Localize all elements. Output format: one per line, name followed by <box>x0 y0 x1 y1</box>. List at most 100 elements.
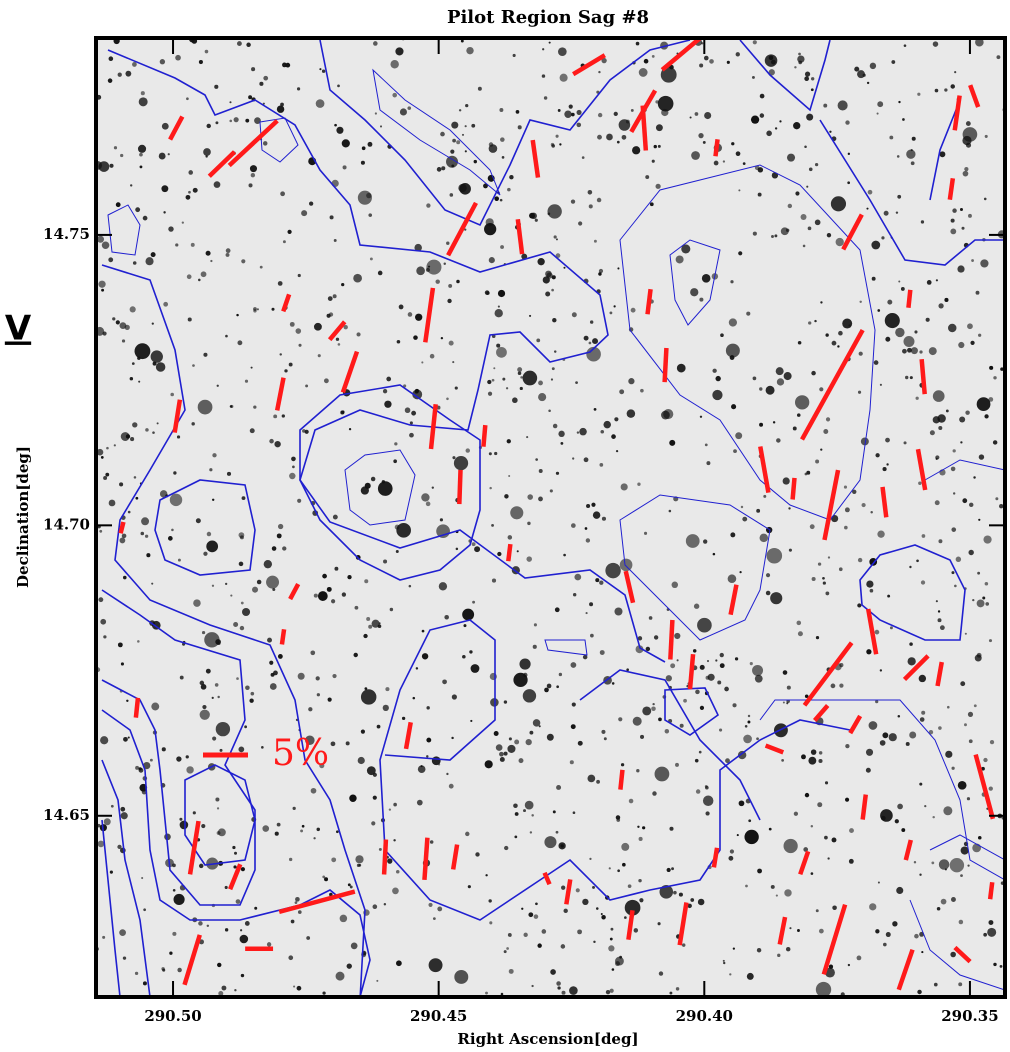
star <box>972 843 982 853</box>
star <box>638 836 643 841</box>
star <box>541 929 547 934</box>
star <box>596 197 602 203</box>
star <box>185 755 189 759</box>
polarization-vector <box>758 446 771 494</box>
polarization-vector <box>288 582 301 601</box>
star <box>988 397 994 402</box>
star <box>100 456 104 459</box>
star <box>637 636 643 641</box>
star <box>517 125 522 130</box>
star <box>966 797 971 801</box>
star <box>110 804 114 808</box>
star <box>788 507 791 510</box>
star <box>329 892 333 897</box>
star <box>906 149 916 159</box>
star <box>797 631 803 637</box>
star <box>404 407 411 414</box>
star <box>150 252 156 258</box>
star <box>695 789 701 794</box>
star <box>592 338 599 345</box>
star <box>577 740 583 746</box>
star <box>689 116 692 119</box>
star <box>559 143 562 146</box>
star <box>957 780 967 790</box>
star <box>109 163 114 168</box>
star <box>830 683 836 689</box>
star <box>630 108 634 112</box>
star <box>683 698 687 703</box>
star <box>333 239 337 242</box>
star <box>521 907 524 910</box>
star <box>571 523 576 528</box>
star <box>327 296 333 301</box>
star <box>250 173 256 178</box>
star <box>847 181 851 185</box>
star <box>871 240 881 250</box>
star <box>176 435 181 439</box>
star <box>919 350 923 354</box>
star <box>593 239 597 243</box>
star <box>898 100 901 104</box>
star <box>350 942 358 950</box>
star <box>576 109 582 115</box>
star <box>796 413 801 417</box>
star <box>308 707 313 712</box>
star <box>822 576 825 580</box>
star <box>843 485 848 489</box>
star <box>928 347 937 356</box>
star <box>364 687 368 690</box>
star <box>374 112 377 115</box>
star <box>811 370 816 376</box>
star <box>782 670 788 675</box>
star <box>186 766 194 774</box>
star <box>101 241 110 250</box>
star <box>431 756 441 766</box>
star <box>847 963 851 967</box>
star <box>203 352 208 357</box>
star <box>563 553 566 557</box>
star <box>415 667 419 670</box>
star <box>731 404 737 410</box>
star <box>951 527 957 532</box>
star <box>534 218 538 222</box>
star <box>707 673 715 681</box>
star <box>206 123 211 129</box>
polarization-vector <box>530 139 541 178</box>
polarization-vector <box>668 619 675 660</box>
star <box>785 228 790 233</box>
star <box>808 756 817 765</box>
star <box>186 97 189 101</box>
star <box>416 799 423 806</box>
star <box>626 409 636 418</box>
star <box>358 863 362 867</box>
star <box>889 135 894 140</box>
star <box>886 463 889 466</box>
star <box>945 750 953 758</box>
star <box>988 786 993 791</box>
star <box>856 955 862 961</box>
star <box>891 60 896 64</box>
star <box>496 343 501 348</box>
star <box>848 324 851 327</box>
star <box>951 766 955 770</box>
star <box>959 416 966 423</box>
star <box>831 514 839 523</box>
star <box>932 390 945 402</box>
star <box>403 384 407 388</box>
star <box>131 362 135 365</box>
star <box>801 754 806 760</box>
star <box>727 574 737 584</box>
star <box>192 811 196 815</box>
polarization-vector <box>865 608 879 655</box>
star <box>999 964 1003 968</box>
star <box>940 898 947 905</box>
star <box>425 501 431 507</box>
star <box>882 942 887 947</box>
star <box>388 808 392 811</box>
star <box>428 265 431 268</box>
star <box>398 304 404 310</box>
star <box>733 449 737 454</box>
star <box>673 890 677 895</box>
star <box>326 586 332 592</box>
star <box>426 706 430 710</box>
